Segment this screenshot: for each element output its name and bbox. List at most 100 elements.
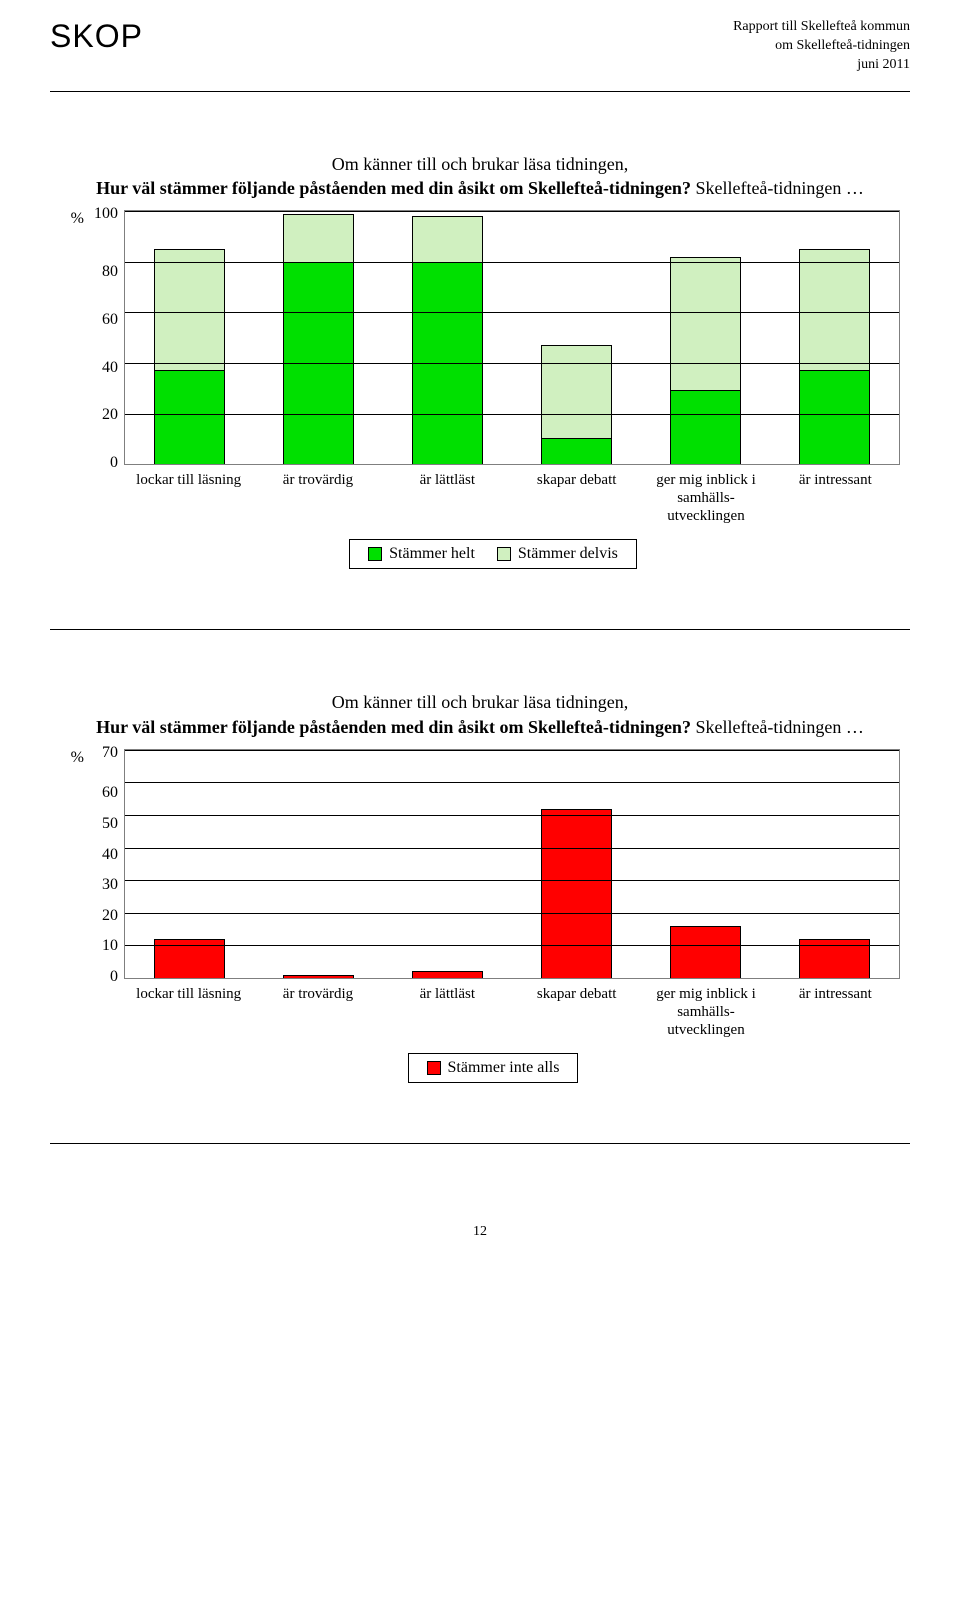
y-tick: 40 [86,847,118,863]
x-axis-label: är intressant [771,985,900,1039]
segment-helt [155,371,224,464]
bar-slot [512,211,641,464]
y-tick: 60 [86,312,118,328]
bar-slot [641,750,770,978]
stacked-bar [283,214,354,464]
y-tick: 60 [86,785,118,801]
y-tick: 40 [86,360,118,376]
x-axis-label: lockar till läsning [124,985,253,1039]
chart1-title-line1: Om känner till och brukar läsa tidningen… [60,152,900,176]
segment-delvis [413,217,482,262]
x-axis-label: skapar debatt [512,471,641,525]
bar-slot [125,750,254,978]
y-tick: 30 [86,877,118,893]
y-tick: 0 [86,969,118,985]
legend-item: Stämmer delvis [497,545,618,563]
bar-slot [383,750,512,978]
chart1-title-tail: Skellefteå-tidningen … [691,178,864,198]
segment-delvis [800,250,869,371]
chart2-wrap: % 706050403020100 lockar till läsningär … [60,749,900,1083]
gridline [125,312,899,313]
stacked-bar [799,249,870,464]
gridline [125,945,899,946]
chart1-bars-container [125,211,899,464]
chart1-title-bold: Hur väl stämmer följande påståenden med … [96,178,691,198]
chart1-plot-row: 100806040200 [86,210,900,465]
chart2-title-bold: Hur väl stämmer följande påståenden med … [96,717,691,737]
segment-delvis [542,346,611,439]
x-axis-label: är lättläst [383,985,512,1039]
y-tick: 50 [86,816,118,832]
chart2-y-axis-label: % [60,749,86,1083]
chart2-title-line1: Om känner till och brukar läsa tidningen… [60,690,900,714]
segment-delvis [155,250,224,371]
y-tick: 20 [86,407,118,423]
x-axis-label: ger mig inblick i samhälls-utvecklingen [641,471,770,525]
y-tick: 80 [86,264,118,280]
divider-top [50,91,910,92]
x-axis-label: ger mig inblick i samhälls-utvecklingen [641,985,770,1039]
header-right-block: Rapport till Skellefteå kommun om Skelle… [733,18,910,75]
chart1-y-ticks: 100806040200 [86,210,124,465]
bar [670,926,741,978]
gridline [125,262,899,263]
chart1-plot-area [124,210,900,465]
chart2-section: Om känner till och brukar läsa tidningen… [60,690,900,1083]
chart2-plot-row: 706050403020100 [86,749,900,979]
legend-label: Stämmer delvis [518,545,618,563]
stacked-bar [154,249,225,464]
chart2-title-line2: Hur väl stämmer följande påståenden med … [60,715,900,739]
y-tick: 10 [86,938,118,954]
header-right-line2: om Skellefteå-tidningen [733,37,910,56]
x-axis-label: lockar till läsning [124,471,253,525]
x-axis-label: är trovärdig [253,471,382,525]
x-axis-label: skapar debatt [512,985,641,1039]
bar-slot [254,211,383,464]
legend-swatch [497,547,511,561]
segment-delvis [284,215,353,263]
chart2-bars-container [125,750,899,978]
legend-swatch [368,547,382,561]
segment-helt [542,439,611,464]
gridline [125,815,899,816]
chart1-y-axis-label: % [60,210,86,569]
chart1-x-labels: lockar till läsningär trovärdigär lättlä… [124,471,900,525]
chart2-title: Om känner till och brukar läsa tidningen… [60,690,900,739]
bar [541,809,612,978]
legend-label: Stämmer helt [389,545,475,563]
divider-bottom [50,1143,910,1144]
header-right-line1: Rapport till Skellefteå kommun [733,18,910,37]
bar-slot [770,750,899,978]
brand-skop: SKOP [50,18,143,55]
gridline [125,913,899,914]
bar-slot [770,211,899,464]
gridline [125,211,899,212]
y-tick: 70 [86,745,118,761]
gridline [125,880,899,881]
segment-delvis [671,258,740,391]
gridline [125,848,899,849]
header-right-line3: juni 2011 [733,56,910,75]
chart1-wrap: % 100806040200 lockar till läsningär tro… [60,210,900,569]
chart2-x-labels: lockar till läsningär trovärdigär lättlä… [124,985,900,1039]
chart2-plot-area [124,749,900,979]
legend-item: Stämmer inte alls [427,1059,560,1077]
chart2-legend: Stämmer inte alls [408,1053,579,1083]
stacked-bar [412,216,483,464]
chart1-body: 100806040200 lockar till läsningär trovä… [86,210,900,569]
chart1-section: Om känner till och brukar läsa tidningen… [60,152,900,570]
legend-item: Stämmer helt [368,545,475,563]
legend-swatch [427,1061,441,1075]
chart2-title-tail: Skellefteå-tidningen … [691,717,864,737]
chart2-y-ticks: 706050403020100 [86,749,124,979]
bar [283,975,354,978]
y-tick: 0 [86,455,118,471]
bar-slot [125,211,254,464]
bar-slot [512,750,641,978]
gridline [125,750,899,751]
bar-slot [383,211,512,464]
chart1-title: Om känner till och brukar läsa tidningen… [60,152,900,201]
x-axis-label: är trovärdig [253,985,382,1039]
x-axis-label: är intressant [771,471,900,525]
legend-label: Stämmer inte alls [448,1059,560,1077]
